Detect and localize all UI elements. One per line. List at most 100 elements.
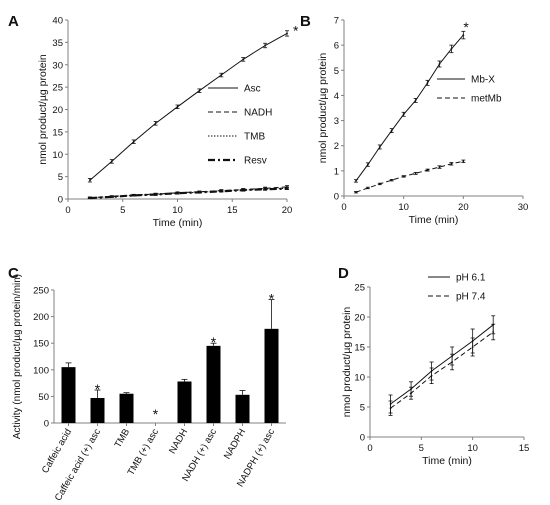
y-tick-label: 4: [334, 91, 339, 102]
bar: [177, 381, 192, 423]
data-point: [438, 166, 441, 168]
y-tick-label: 25: [354, 283, 365, 294]
significance-star: *: [211, 334, 217, 350]
chart-panel-d: 0 5 10 15 20 25 0 5 10 15 Time (min) nmol product/µ…: [341, 273, 529, 468]
y-tick-label: 250: [33, 286, 49, 297]
data-point: [390, 179, 393, 182]
panel-label-c: C: [8, 265, 19, 282]
data-point: [451, 361, 454, 363]
significance-star: *: [269, 291, 275, 307]
chart-panel-b: 0 1 2 3 4 5 6 7 0 10 20 30 Time (min) nmol product/µg…: [317, 16, 528, 227]
data-point: [220, 190, 223, 193]
panel-label-b: B: [300, 13, 311, 30]
y-axis-title: nmol product/µg protein: [37, 54, 49, 165]
significance-star: *: [293, 22, 299, 38]
y-tick-label: 5: [58, 172, 63, 183]
y-tick-label: 200: [33, 312, 49, 323]
y-tick-label: 35: [52, 38, 63, 49]
x-tick-label: TMB: [113, 427, 133, 450]
y-tick-label: 40: [52, 16, 63, 27]
chart-panel-c: 0 50 100 150 200 250 Activity (nmol product/µg…: [12, 274, 286, 503]
y-tick-label: 0: [44, 419, 49, 430]
x-tick-label: 30: [518, 202, 529, 213]
x-tick-label: 5: [419, 443, 424, 454]
series-line-resv: [89, 187, 288, 200]
data-point: [89, 179, 91, 182]
y-axis-title: nmol product/µg protein: [341, 307, 353, 418]
y-tick-label: 50: [38, 392, 49, 403]
data-point: [286, 32, 288, 35]
x-tick-label: 0: [367, 443, 372, 454]
data-point: [176, 105, 179, 108]
data-point: [390, 129, 393, 132]
x-tick-label: 15: [519, 443, 530, 454]
y-tick-label: 150: [33, 339, 49, 350]
legend-label: TMB: [244, 132, 265, 143]
y-tick-label: 10: [354, 373, 365, 384]
y-tick-label: 5: [360, 403, 365, 414]
bar: [264, 328, 279, 423]
significance-star: *: [463, 19, 469, 35]
x-axis-title: Time (min): [422, 455, 472, 467]
x-tick-label: NADPH: [222, 427, 248, 461]
y-axis-title: Activity (nmol product/µg protein/min): [12, 274, 23, 439]
series-line-ph-6-1: [390, 324, 494, 405]
y-tick-label: 20: [52, 105, 63, 116]
x-tick-label: 10: [398, 202, 409, 213]
series-line-ph-7-4: [390, 331, 494, 409]
data-point: [462, 160, 465, 163]
x-tick-label: 10: [467, 443, 478, 454]
y-tick-label: 0: [334, 192, 339, 203]
data-point: [450, 162, 453, 165]
y-tick-label: 6: [334, 41, 339, 52]
y-tick-label: 2: [334, 141, 339, 152]
data-point: [198, 89, 201, 92]
x-tick-label: 10: [172, 205, 183, 216]
data-point: [430, 374, 433, 377]
data-point: [414, 99, 417, 102]
data-point: [366, 187, 369, 189]
legend-label: pH 6.1: [456, 273, 486, 284]
data-point: [286, 187, 288, 190]
data-point: [198, 191, 201, 194]
data-point: [389, 407, 392, 410]
y-axis-title: nmol product/µg protein: [317, 53, 329, 164]
legend-label: Resv: [244, 156, 267, 167]
data-point: [264, 188, 266, 191]
panel-label-d: D: [338, 265, 349, 282]
y-tick-label: 1: [334, 166, 339, 177]
bar: [206, 345, 221, 423]
series-line-metmb: [355, 160, 464, 193]
data-point: [89, 197, 91, 200]
data-point: [471, 346, 474, 348]
data-point: [110, 160, 113, 163]
x-tick-label: 20: [458, 202, 469, 213]
bar: [235, 394, 250, 423]
data-point: [426, 169, 429, 172]
x-tick-label: NADH: [167, 427, 190, 456]
data-point: [355, 191, 357, 194]
data-point: [450, 48, 453, 50]
data-point: [264, 44, 266, 47]
y-tick-label: 7: [334, 16, 339, 27]
data-point: [220, 74, 223, 76]
x-tick-label: 15: [227, 205, 238, 216]
data-point: [366, 163, 369, 166]
legend-label: Mb-X: [471, 75, 495, 86]
data-point: [355, 180, 357, 182]
data-point: [132, 194, 135, 197]
series-line-asc: [89, 32, 288, 181]
y-tick-label: 30: [52, 60, 63, 71]
data-point: [414, 172, 417, 175]
panel-label-a: A: [8, 13, 19, 30]
x-axis-title: Time (min): [409, 214, 459, 226]
x-tick-label: 5: [120, 205, 125, 216]
y-tick-label: 15: [52, 127, 63, 138]
x-tick-label: 0: [65, 205, 70, 216]
data-point: [378, 146, 381, 148]
y-tick-label: 20: [354, 313, 365, 324]
data-point: [402, 175, 405, 178]
data-point: [242, 189, 245, 191]
data-point: [242, 58, 245, 61]
